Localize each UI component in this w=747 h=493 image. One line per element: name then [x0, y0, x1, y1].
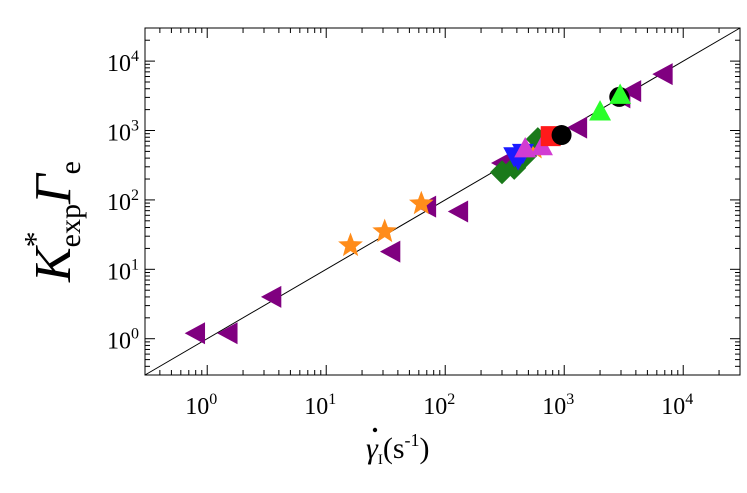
- data-point-triangle-left: [184, 322, 206, 345]
- data-point-triangle-left: [217, 322, 238, 345]
- data-point-triangle-left: [566, 116, 588, 139]
- x-tick-label: 102: [423, 391, 455, 420]
- data-point-triangle-left: [447, 200, 469, 223]
- plot-frame: [144, 27, 741, 376]
- y-axis-label: K*expΓe: [17, 161, 87, 283]
- x-tick-label: 103: [542, 391, 574, 420]
- x-axis-label-text: γI(s-1): [366, 430, 430, 468]
- x-tick-label: 104: [661, 391, 693, 420]
- x-axis-label: γI(s-1): [366, 427, 430, 468]
- data-point-circle: [551, 125, 572, 146]
- y-tick-label: 104: [107, 48, 139, 77]
- data-point-star: [409, 190, 434, 215]
- data-point-triangle-up: [609, 83, 632, 104]
- data-point-triangle-left: [652, 63, 673, 86]
- x-tick-label: 100: [185, 391, 217, 420]
- y-tick-label: 100: [107, 326, 139, 355]
- data-markers: [184, 63, 673, 345]
- x-tick-label: 101: [304, 391, 336, 420]
- data-point-triangle-left: [620, 80, 642, 103]
- data-point-triangle-up: [589, 100, 612, 121]
- x-tick-labels: 100 101 102 103 104: [185, 391, 693, 420]
- gamma-dot-accent: [372, 427, 378, 433]
- y-tick-label: 102: [107, 187, 139, 216]
- axis-ticks: [144, 27, 741, 376]
- data-point-star: [338, 232, 363, 257]
- data-point-triangle-up: [514, 136, 537, 158]
- y-tick-label: 103: [107, 118, 139, 147]
- series-green-triangles: [589, 83, 632, 121]
- reference-line: [144, 27, 741, 376]
- y-tick-labels: 100 101 102 103 104: [107, 48, 139, 355]
- y-axis-label-text: K*expΓe: [17, 161, 87, 283]
- data-point-triangle-left: [379, 240, 401, 263]
- data-point-star: [372, 218, 398, 243]
- y-tick-label: 101: [107, 256, 139, 285]
- data-point-triangle-left: [260, 285, 282, 308]
